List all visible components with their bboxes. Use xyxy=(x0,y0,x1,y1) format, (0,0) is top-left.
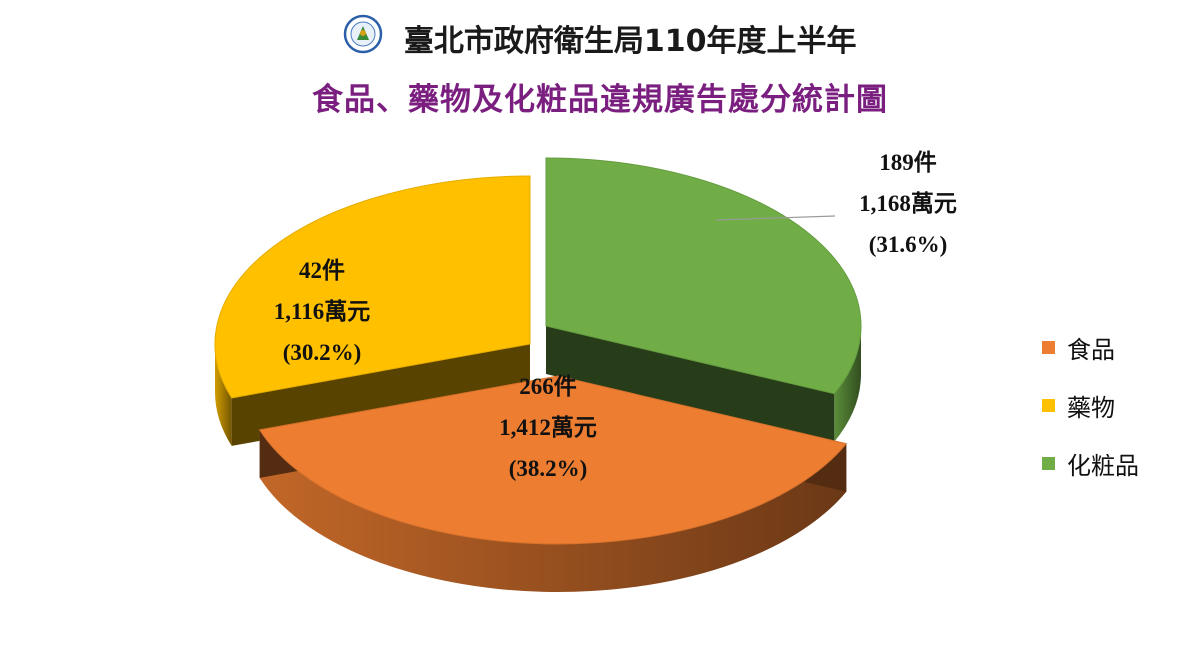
chart-subtitle: 食品、藥物及化粧品違規廣告處分統計圖 xyxy=(312,82,888,118)
pie-slice-food xyxy=(258,375,848,592)
pie-slice-drug xyxy=(214,175,531,446)
chart-title: 臺北市政府衛生局110年度上半年 xyxy=(0,14,1200,62)
legend-item-food: 食品 xyxy=(1042,318,1139,376)
data-label-cosmetic-percent: (31.6%) xyxy=(869,232,948,257)
data-label-drug-cases: 42件 xyxy=(299,258,345,283)
chart-legend: 食品 藥物 化粧品 xyxy=(1042,318,1139,492)
leader-line-cosmetic xyxy=(715,215,836,221)
pie-slice-cosmetic xyxy=(545,157,862,442)
data-label-drug-amount: 1,116萬元 xyxy=(274,299,370,324)
legend-item-cosmetic: 化粧品 xyxy=(1042,434,1139,492)
data-label-cosmetic-cases: 189件 xyxy=(879,150,937,175)
data-label-cosmetic-amount: 1,168萬元 xyxy=(859,191,957,216)
legend-swatch-drug xyxy=(1042,398,1055,412)
legend-swatch-cosmetic xyxy=(1042,456,1055,470)
data-label-food-percent: (38.2%) xyxy=(509,456,588,481)
legend-label-food: 食品 xyxy=(1067,335,1115,364)
legend-item-drug: 藥物 xyxy=(1042,376,1139,434)
data-label-food-amount: 1,412萬元 xyxy=(499,415,597,440)
legend-label-drug: 藥物 xyxy=(1067,393,1115,422)
chart-title-text: 臺北市政府衛生局110年度上半年 xyxy=(403,24,857,59)
data-label-drug-percent: (30.2%) xyxy=(283,340,362,365)
legend-label-cosmetic: 化粧品 xyxy=(1067,451,1139,480)
health-department-seal-icon xyxy=(343,14,383,62)
data-label-food-cases: 266件 xyxy=(519,374,577,399)
legend-swatch-food xyxy=(1042,340,1055,354)
